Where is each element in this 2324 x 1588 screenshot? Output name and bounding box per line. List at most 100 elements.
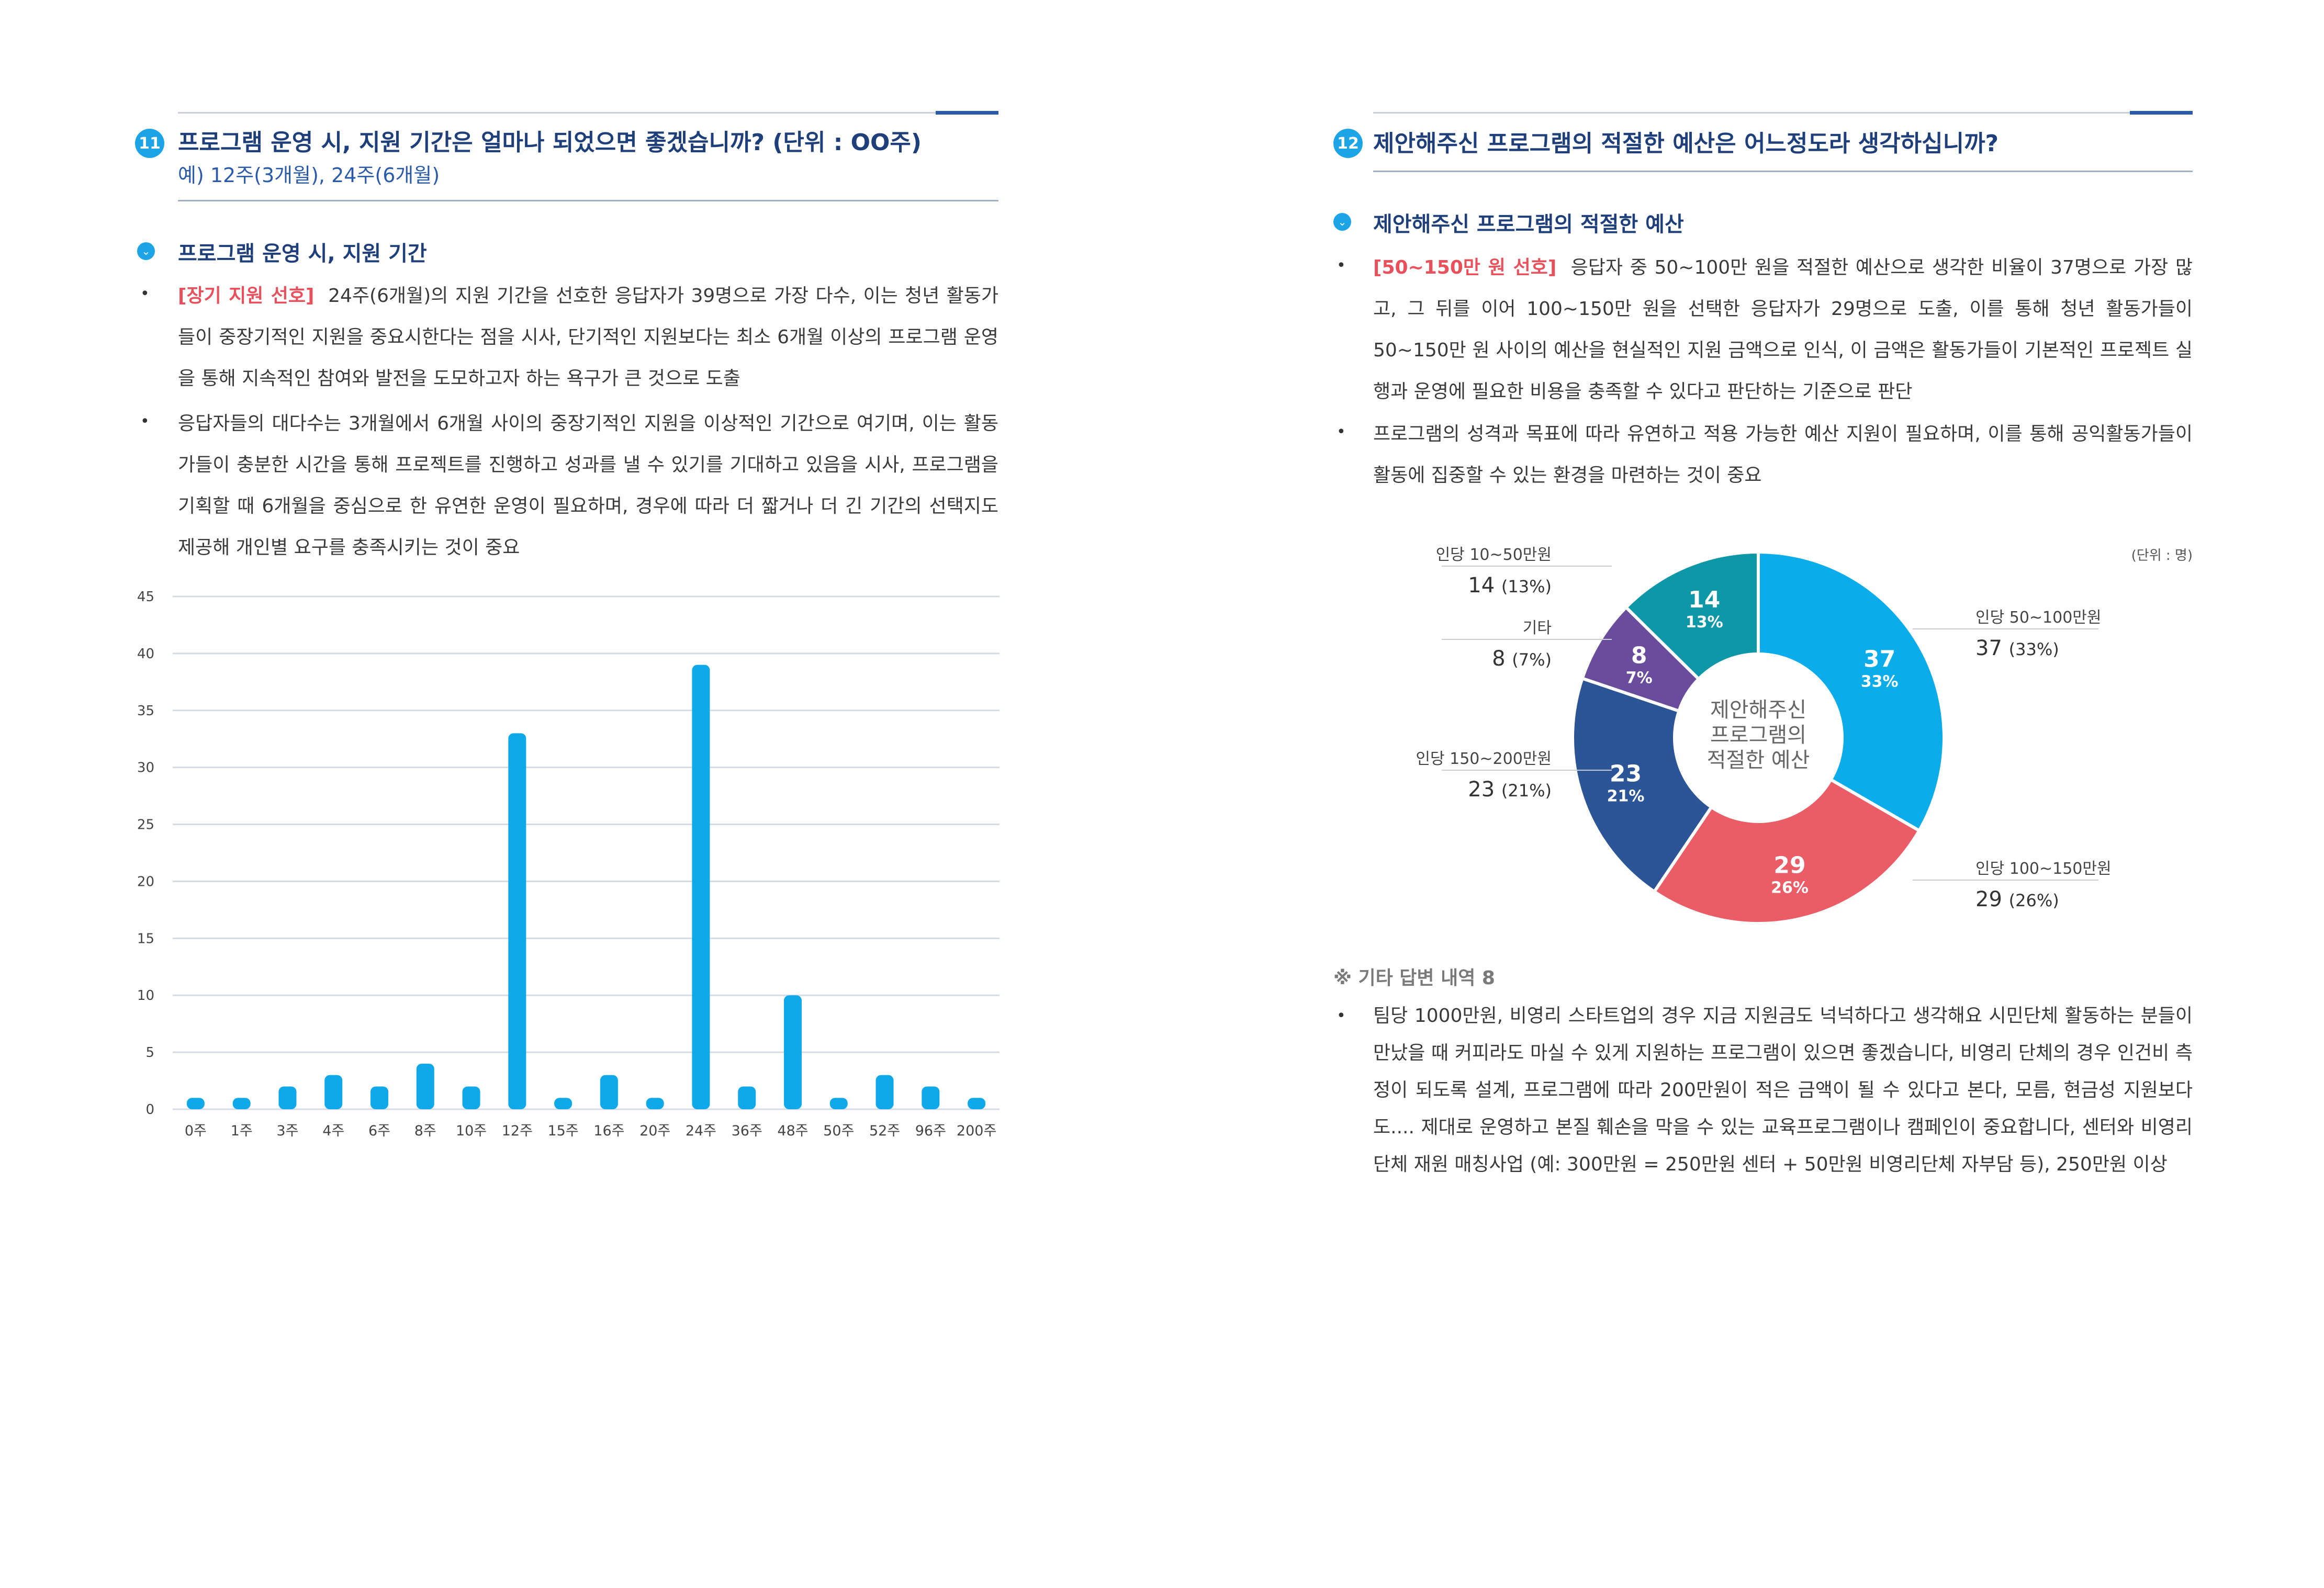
chevron-down-icon: ⌄ — [1333, 213, 1351, 231]
slice-percent-label: 33% — [1861, 672, 1899, 691]
x-tick-label: 4주 — [322, 1123, 344, 1139]
question-number-11: 11 — [135, 129, 164, 158]
callout-label: 인당 10~50만원 — [1436, 546, 1552, 564]
callout-value: 23 (21%) — [1468, 778, 1552, 802]
callout-label: 인당 150~200만원 — [1416, 750, 1552, 768]
bar-8주 — [416, 1063, 434, 1109]
x-tick-label: 15주 — [548, 1123, 579, 1139]
x-tick-label: 10주 — [456, 1123, 487, 1139]
x-tick-label: 16주 — [593, 1123, 624, 1139]
slice-percent-label: 7% — [1626, 669, 1653, 688]
bullet-dot-icon: • — [140, 412, 150, 431]
callout-value: 8 (7%) — [1492, 647, 1552, 671]
slice-1 — [1652, 777, 1922, 925]
slice-value-label: 14 — [1688, 587, 1720, 613]
bar-chart: 0 5 10 15 20 25 30 35 40 45 0주 1주 3주 4주 6주 8주 10주 12주 15주… — [137, 589, 1000, 1139]
question-title-12: 제안해주신 프로그램의 적절한 예산은 어느정도라 생각하십니까? — [1373, 130, 1999, 157]
y-tick-label: 0 — [145, 1102, 154, 1118]
callout-label: 인당 100~150만원 — [1975, 860, 2112, 878]
question-number-12: 12 — [1333, 129, 1363, 158]
bullet-dot-icon: • — [140, 285, 150, 303]
other-answers-text: 팀당 1000만원, 비영리 스타트업의 경우 지금 지원금도 넉넉하다고 생각… — [1373, 1005, 2193, 1175]
y-tick-label: 35 — [137, 703, 154, 719]
slice-4 — [1623, 550, 1760, 681]
slice-value-label: 23 — [1610, 761, 1642, 787]
highlight-budget: [50~150만 원 선호] — [1373, 257, 1557, 278]
x-tick-label: 200주 — [957, 1123, 996, 1139]
donut-center-label-2: 프로그램의 — [1710, 723, 1806, 747]
slice-percent-label: 26% — [1771, 879, 1809, 897]
y-tick-label: 10 — [137, 988, 154, 1004]
right-top-rule — [1373, 111, 2193, 115]
x-tick-label: 36주 — [732, 1123, 762, 1139]
bar-12주 — [508, 733, 526, 1109]
right-bullet-1-text: 응답자 중 50~100만 원을 적절한 예산으로 생각한 비율이 37명으로 … — [1373, 257, 2193, 402]
x-tick-label: 8주 — [414, 1123, 436, 1139]
callout-value: 14 (13%) — [1468, 573, 1552, 598]
callout-label: 인당 50~100만원 — [1975, 609, 2102, 627]
right-bullet-2: 프로그램의 성격과 목표에 따라 유연하고 적용 가능한 예산 지원이 필요하며… — [1373, 413, 2193, 496]
bar-52주 — [875, 1075, 894, 1109]
y-tick-label: 45 — [137, 589, 154, 605]
right-title-separator — [1373, 171, 2193, 172]
bar-48주 — [784, 995, 802, 1109]
x-tick-label: 50주 — [823, 1123, 854, 1139]
section-title-right: 제안해주신 프로그램의 적절한 예산 — [1373, 212, 1684, 236]
bar-16주 — [600, 1075, 618, 1109]
donut-center-label-3: 적절한 예산 — [1707, 748, 1810, 772]
callout-value: 29 (26%) — [1975, 887, 2059, 911]
bullet-dot-icon: • — [1337, 423, 1346, 441]
slice-0 — [1757, 550, 1946, 833]
bar-1주 — [232, 1098, 251, 1109]
bar-36주 — [738, 1086, 756, 1109]
slice-value-label: 8 — [1631, 643, 1647, 669]
other-answers-title: ※ 기타 답변 내역 8 — [1333, 967, 1495, 989]
slice-percent-label: 21% — [1607, 787, 1645, 806]
x-tick-label: 0주 — [185, 1123, 207, 1139]
x-tick-label: 1주 — [231, 1123, 253, 1139]
bullet-dot-icon: • — [1337, 1007, 1346, 1025]
bar-96주 — [922, 1086, 940, 1109]
callout-label: 기타 — [1523, 619, 1552, 637]
x-tick-label: 96주 — [915, 1123, 946, 1139]
bar-24주 — [692, 665, 710, 1109]
y-tick-label: 25 — [137, 817, 154, 833]
slice-value-label: 37 — [1863, 646, 1895, 672]
bullet-dot-icon: • — [1337, 256, 1346, 275]
right-bullet-1: [50~150만 원 선호] 응답자 중 50~100만 원을 적절한 예산으로… — [1373, 247, 2193, 412]
x-tick-label: 20주 — [639, 1123, 670, 1139]
y-tick-label: 15 — [137, 931, 154, 947]
left-title-separator — [178, 200, 998, 201]
callout-value: 37 (33%) — [1975, 636, 2059, 660]
right-bullet-2-text: 프로그램의 성격과 목표에 따라 유연하고 적용 가능한 예산 지원이 필요하며… — [1373, 423, 2193, 486]
x-tick-label: 48주 — [777, 1123, 808, 1139]
left-bullet-1: [장기 지원 선호] 24주(6개월)의 지원 기간을 선호한 응답자가 39명… — [178, 275, 998, 399]
x-tick-label: 6주 — [368, 1123, 390, 1139]
y-tick-label: 30 — [137, 760, 154, 776]
left-bullet-2: 응답자들의 대다수는 3개월에서 6개월 사이의 중장기적인 지원을 이상적인 … — [178, 403, 998, 568]
chevron-down-icon: ⌄ — [137, 242, 155, 260]
bar-15주 — [554, 1098, 572, 1109]
question-title-11: 프로그램 운영 시, 지원 기간은 얼마나 되었으면 좋겠습니까? (단위 : … — [178, 129, 922, 156]
bar-200주 — [968, 1098, 986, 1109]
unit-label: (단위 : 명) — [2131, 548, 2193, 564]
section-title-left: 프로그램 운영 시, 지원 기간 — [178, 242, 427, 266]
slice-2 — [1571, 676, 1714, 894]
left-bullet-2-text: 응답자들의 대다수는 3개월에서 6개월 사이의 중장기적인 지원을 이상적인 … — [178, 413, 998, 558]
bar-6주 — [371, 1086, 388, 1109]
question-subtitle-11: 예) 12주(3개월), 24주(6개월) — [178, 164, 440, 187]
highlight-long-term: [장기 지원 선호] — [178, 285, 315, 307]
x-tick-label: 12주 — [502, 1123, 533, 1139]
bar-50주 — [829, 1098, 848, 1109]
x-tick-label: 3주 — [276, 1123, 298, 1139]
y-tick-label: 20 — [137, 874, 154, 889]
bar-20주 — [646, 1098, 664, 1109]
left-top-rule — [178, 111, 998, 115]
bar-3주 — [278, 1086, 297, 1109]
slice-value-label: 29 — [1773, 852, 1805, 879]
left-bullet-1-text: 24주(6개월)의 지원 기간을 선호한 응답자가 39명으로 가장 다수, 이… — [178, 285, 998, 389]
x-tick-label: 52주 — [869, 1123, 900, 1139]
y-tick-label: 5 — [145, 1045, 154, 1061]
y-tick-label: 40 — [137, 646, 154, 662]
